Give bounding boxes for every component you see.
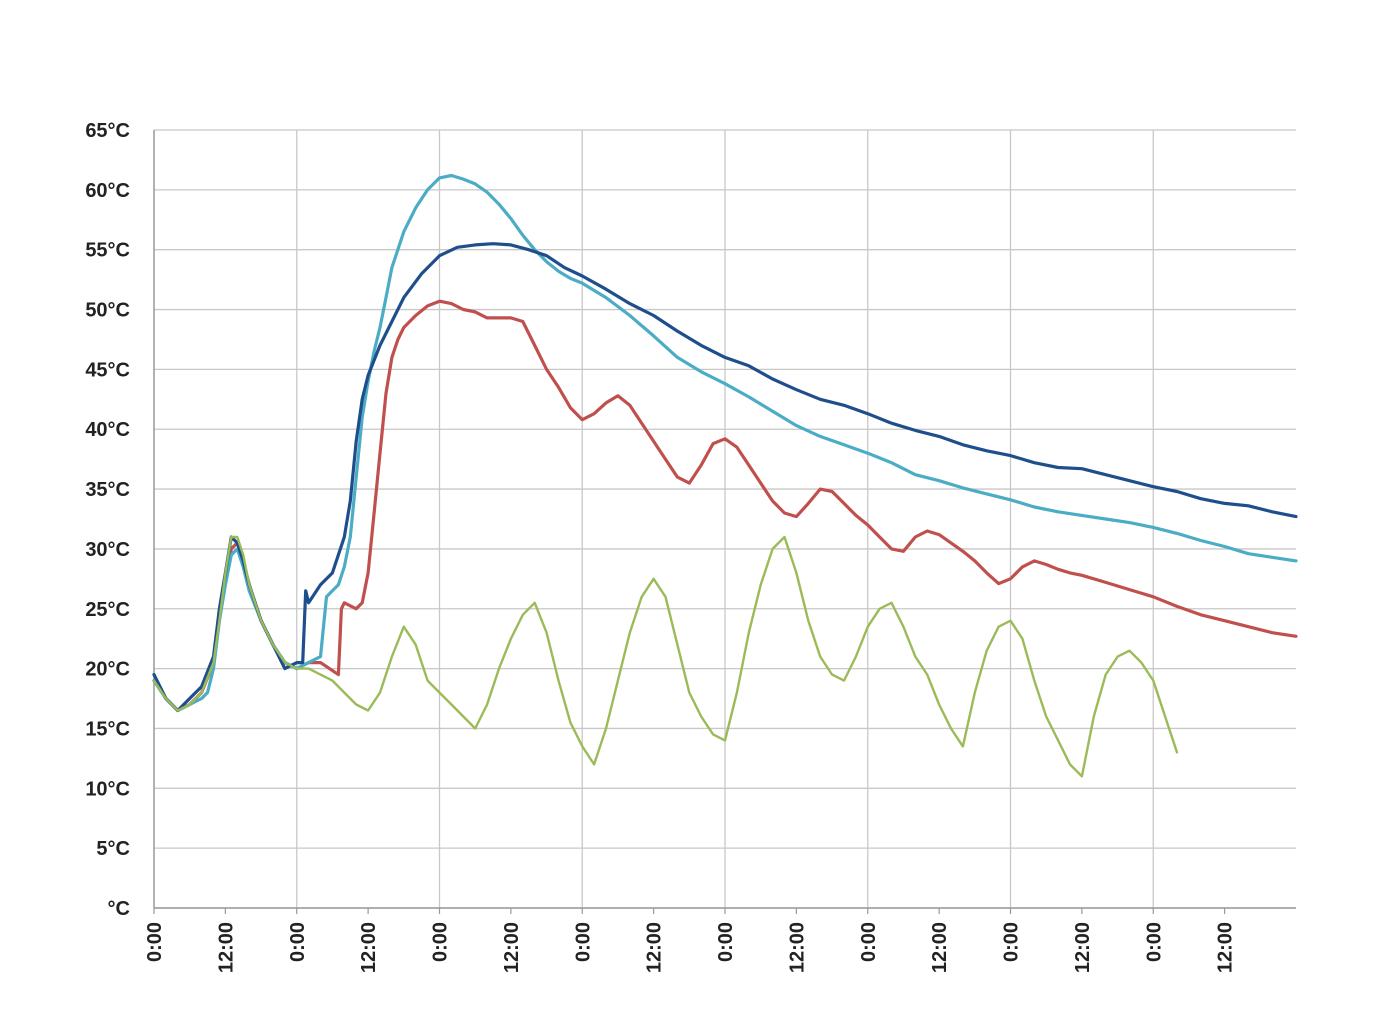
- gridlines: [153, 129, 1296, 914]
- x-tick-label: 12:00: [786, 922, 808, 973]
- y-tick-label: 5°C: [96, 838, 130, 860]
- y-tick-label: 65°C: [85, 120, 130, 142]
- x-tick-label: 12:00: [358, 922, 380, 973]
- y-tick-label: 15°C: [85, 718, 130, 740]
- x-tick-label: 12:00: [644, 922, 666, 973]
- y-tick-label: 30°C: [85, 539, 130, 561]
- y-tick-label: 40°C: [85, 419, 130, 441]
- y-tick-label: 35°C: [85, 479, 130, 501]
- y-tick-label: 55°C: [85, 240, 130, 262]
- y-tick-label: 50°C: [85, 300, 130, 322]
- y-tick-label: 25°C: [85, 599, 130, 621]
- x-tick-label: 12:00: [1072, 922, 1094, 973]
- x-tick-label: 12:00: [929, 922, 951, 973]
- y-tick-label: 10°C: [85, 778, 130, 800]
- y-tick-label: °C: [108, 898, 130, 920]
- x-tick-label: 12:00: [1215, 922, 1237, 973]
- x-tick-label: 12:00: [215, 922, 237, 973]
- x-tick-label: 0:00: [1143, 922, 1165, 962]
- x-tick-label: 0:00: [715, 922, 737, 962]
- x-tick-label: 0:00: [858, 922, 880, 962]
- series-layer: [152, 173, 1298, 778]
- y-tick-label: 20°C: [85, 659, 130, 681]
- x-tick-label: 0:00: [144, 922, 166, 962]
- series-line-3: [152, 535, 1179, 778]
- y-tick-label: 60°C: [85, 180, 130, 202]
- x-tick-label: 0:00: [1001, 922, 1023, 962]
- y-tick-label: 45°C: [85, 359, 130, 381]
- y-axis-tick-labels: 65°C 60°C 55°C 50°C 45°C 40°C 35°C 30°C 25°C 20°C…: [85, 120, 130, 920]
- x-axis-tick-labels: 0:00 12:00 0:00 12:00 0:00 12:00 0:00 12:00 0:00…: [144, 922, 1237, 973]
- x-tick-label: 0:00: [430, 922, 452, 962]
- x-tick-label: 0:00: [287, 922, 309, 962]
- x-tick-label: 0:00: [572, 922, 594, 962]
- x-tick-label: 12:00: [501, 922, 523, 973]
